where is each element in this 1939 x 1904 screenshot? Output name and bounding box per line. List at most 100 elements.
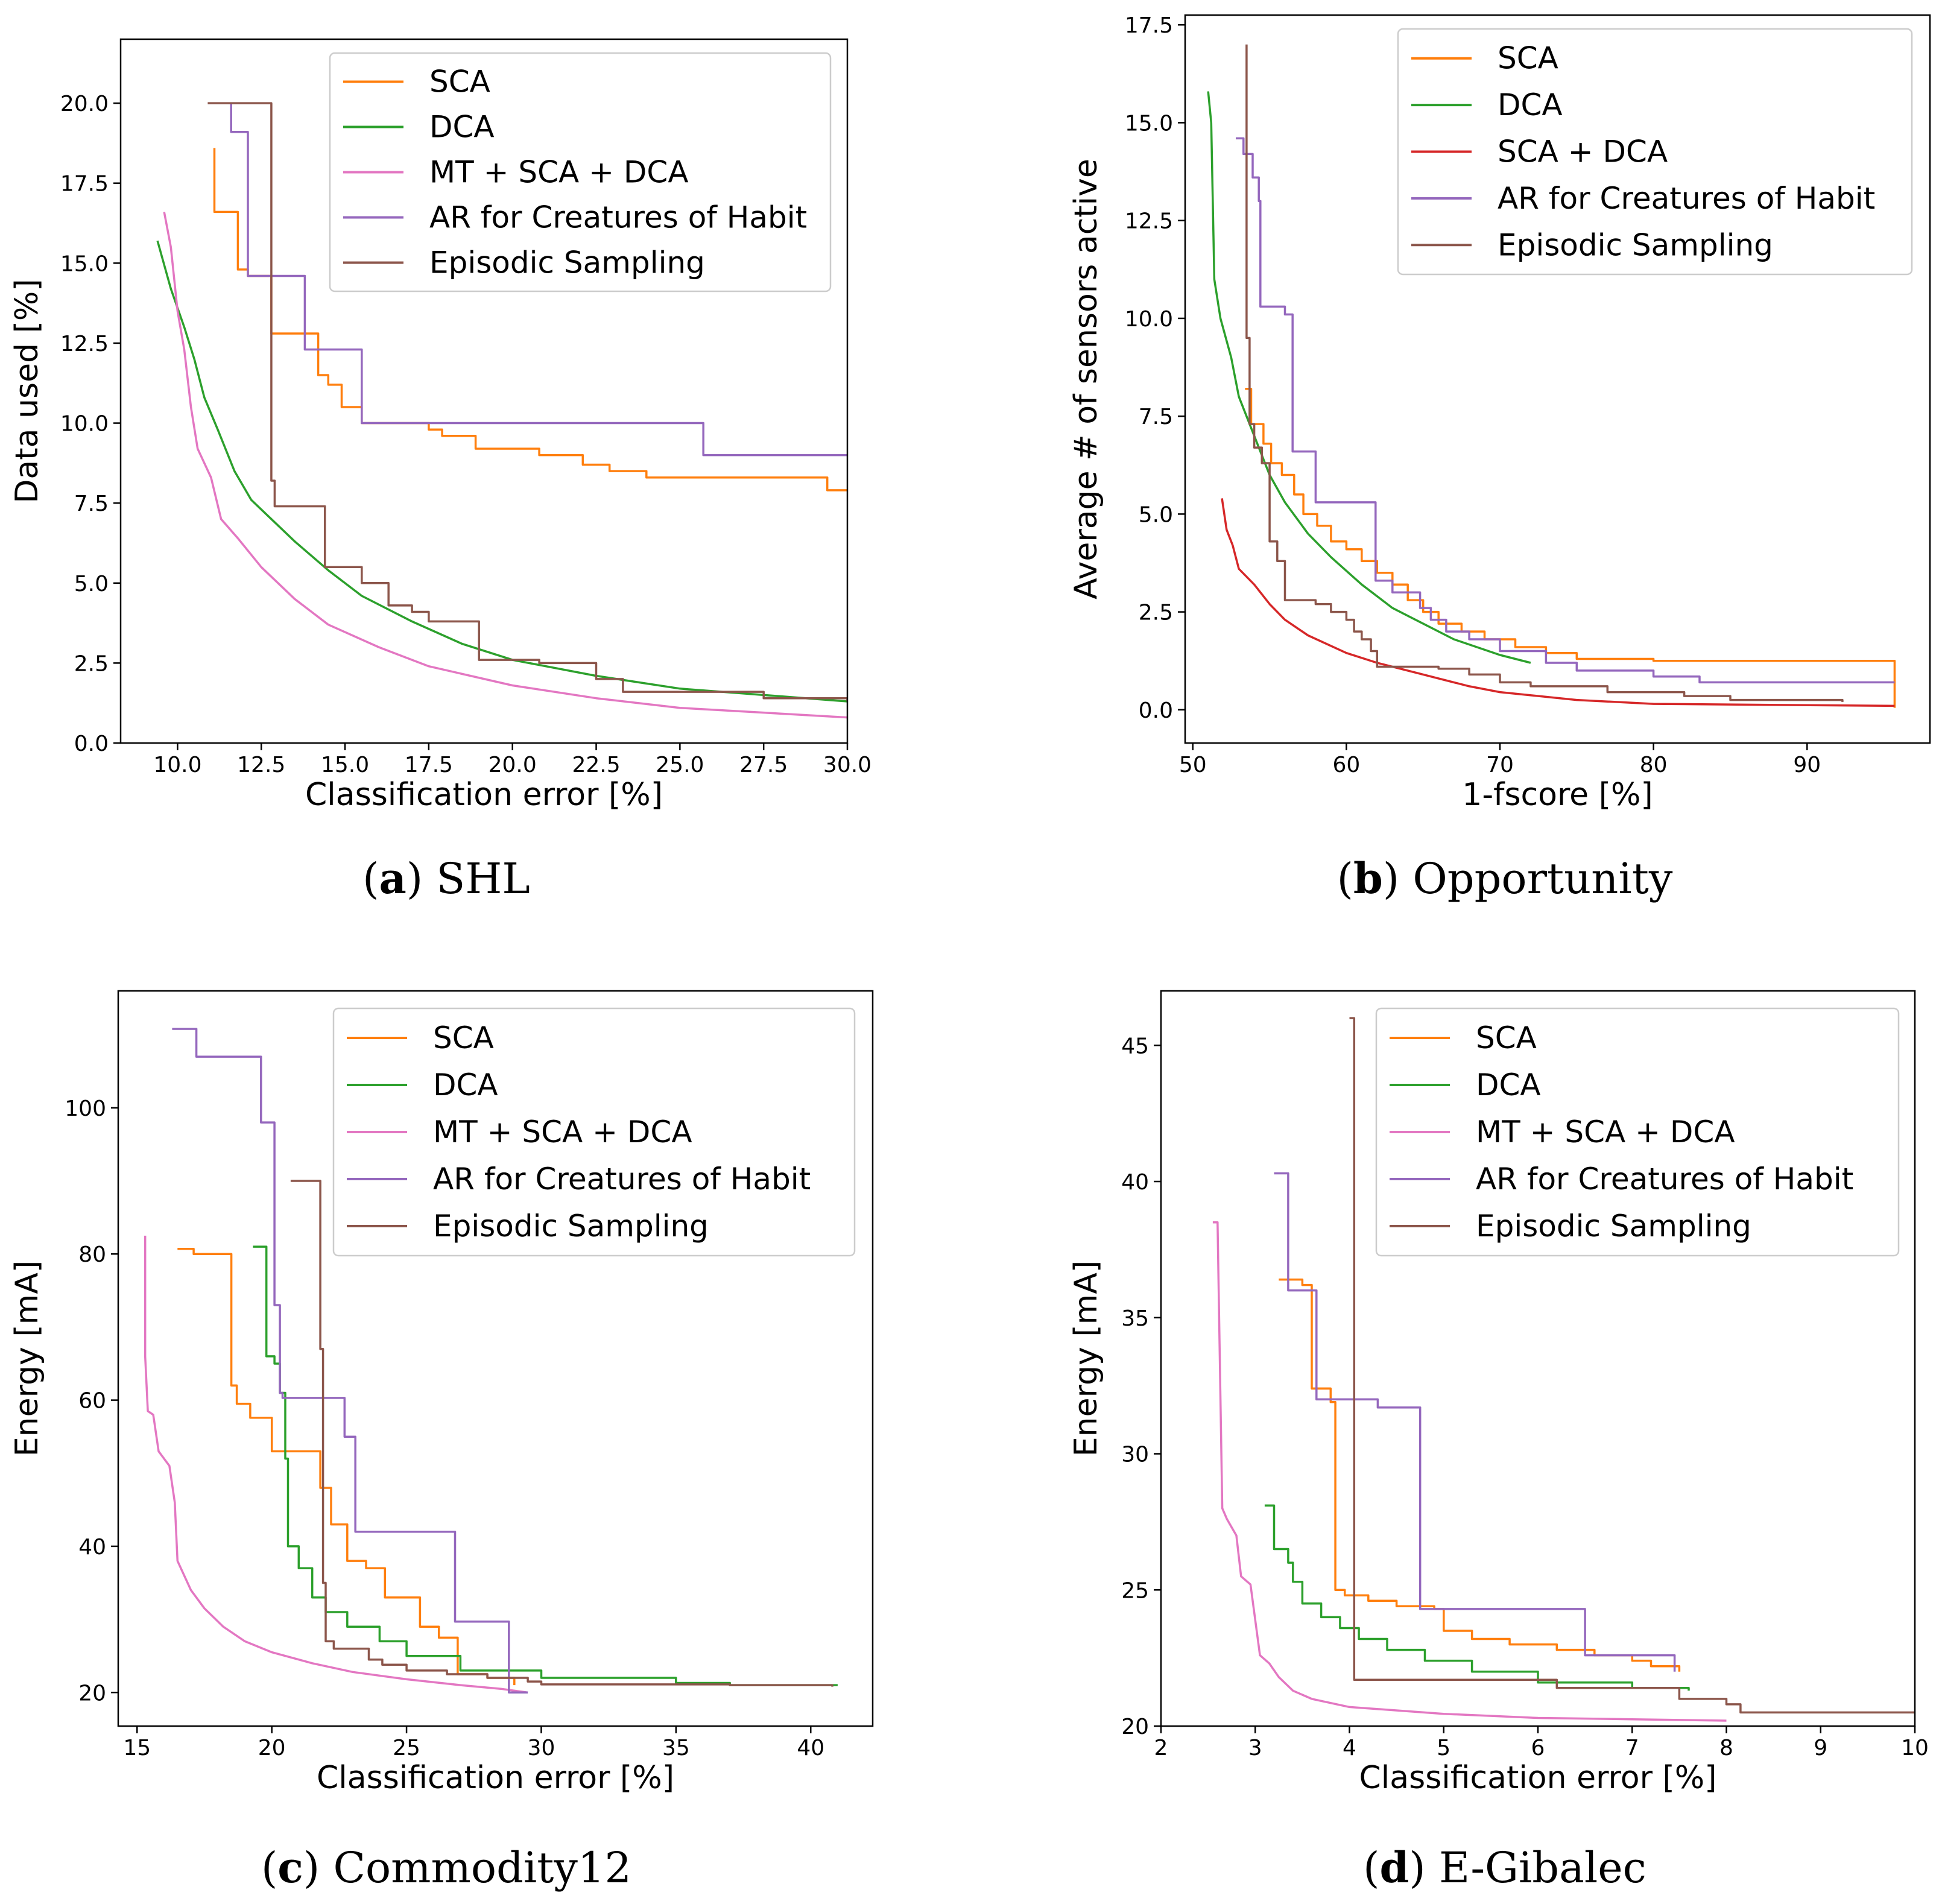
series-line-dca	[1207, 91, 1531, 664]
y-tick-label: 20	[1121, 1715, 1149, 1739]
y-tick-label: 12.5	[1125, 209, 1173, 234]
legend-box	[332, 1007, 856, 1257]
legend-entry-label: AR for Creatures of Habit	[1476, 1162, 1853, 1197]
caption-b: (b) Opportunity	[1336, 853, 1673, 903]
series-line-episodic-sampling	[1245, 44, 1844, 702]
x-tick-label: 20.0	[489, 753, 537, 777]
legend-entry-label: DCA	[1498, 87, 1563, 122]
caption-a-text: SHL	[436, 854, 530, 903]
x-axis-label: Classification error [%]	[317, 1760, 674, 1796]
legend-entry-label: Episodic Sampling	[433, 1209, 709, 1244]
y-tick-label: 7.5	[74, 492, 109, 516]
y-tick-label: 30	[1121, 1443, 1149, 1467]
x-tick-label: 10.0	[153, 753, 201, 777]
legend-box	[1375, 1007, 1900, 1257]
chart-3: 15 20 25 30 35 40 20 40 60 80 100 Classification er…	[9, 990, 874, 1796]
series-line-ar-for-creatures-of-habit	[1274, 1172, 1676, 1672]
x-tick-label: 40	[797, 1736, 824, 1760]
series-line-dca	[156, 240, 847, 703]
x-tick-label: 2	[1154, 1736, 1168, 1760]
series-line-mt-sca-dca	[163, 212, 847, 719]
y-tick-label: 12.5	[60, 332, 109, 356]
series-line-dca	[1264, 1504, 1690, 1691]
axes-frame	[119, 38, 849, 744]
legend-entry-label: MT + SCA + DCA	[433, 1115, 692, 1150]
legend-box	[1397, 28, 1913, 276]
legend-entry-label: DCA	[429, 110, 495, 145]
series-line-sca	[177, 1247, 516, 1686]
legend-entry-label: Episodic Sampling	[429, 245, 705, 280]
series-group	[144, 1028, 838, 1694]
caption-b-letter: b	[1353, 853, 1383, 903]
x-tick-label: 30.0	[823, 753, 871, 777]
y-tick-label: 5.0	[1139, 502, 1173, 527]
series-line-mt-sca-dca	[144, 1235, 528, 1694]
legend: SCA DCA MT + SCA + DCA AR for Creatures of …	[332, 1007, 856, 1257]
series-group	[156, 102, 847, 719]
legend-entry-label: Episodic Sampling	[1498, 227, 1773, 262]
legend: SCA DCA MT + SCA + DCA AR for Creatures of …	[1375, 1007, 1900, 1257]
y-tick-label: 0.0	[1139, 698, 1173, 723]
y-tick-label: 17.5	[1125, 13, 1173, 38]
series-line-episodic-sampling	[1349, 1017, 1915, 1714]
y-tick-label: 15.0	[1125, 111, 1173, 136]
x-tick-label: 27.5	[739, 753, 788, 777]
y-tick-label: 2.5	[74, 651, 109, 676]
x-tick-label: 80	[1640, 753, 1668, 777]
y-tick-label: 100	[65, 1096, 106, 1121]
legend-entry-label: AR for Creatures of Habit	[1498, 181, 1875, 216]
x-tick-label: 5	[1437, 1736, 1450, 1760]
x-tick-label: 50	[1179, 753, 1207, 777]
legend: SCA DCA MT + SCA + DCA AR for Creatures of …	[329, 52, 832, 293]
caption-c-letter: c	[277, 1842, 303, 1893]
axes-frame	[117, 990, 874, 1727]
series-line-sca	[1279, 1278, 1681, 1672]
x-tick-label: 7	[1625, 1736, 1639, 1760]
chart-2: 50 60 70 80 90 0.0 2.5 5.0 7.5 10.0 12.5 15.0 17.5 1-…	[1068, 13, 1931, 813]
x-tick-label: 8	[1719, 1736, 1733, 1760]
axes-frame	[1184, 14, 1931, 744]
x-tick-label: 60	[1332, 753, 1360, 777]
series-group	[1207, 44, 1896, 708]
x-tick-label: 90	[1793, 753, 1821, 777]
x-tick-label: 20	[258, 1736, 286, 1760]
x-tick-label: 10	[1901, 1736, 1929, 1760]
series-group	[1212, 1017, 1915, 1722]
x-tick-label: 30	[528, 1736, 555, 1760]
series-line-episodic-sampling	[290, 1180, 833, 1687]
caption-d-letter: d	[1379, 1842, 1409, 1893]
x-axis-label: 1-fscore [%]	[1462, 777, 1653, 813]
legend-box	[329, 52, 832, 293]
caption-a-letter: a	[379, 853, 406, 903]
legend-entry-label: MT + SCA + DCA	[1476, 1115, 1735, 1150]
series-line-ar-for-creatures-of-habit	[1236, 137, 1895, 684]
y-tick-label: 10.0	[1125, 307, 1173, 332]
y-tick-label: 40	[78, 1535, 106, 1560]
x-axis-label: Classification error [%]	[305, 777, 663, 813]
y-axis-label: Average # of sensors active	[1068, 159, 1104, 599]
x-axis-label: Classification error [%]	[1359, 1760, 1717, 1796]
legend-entry-label: SCA	[433, 1020, 494, 1055]
y-tick-label: 80	[78, 1242, 106, 1267]
y-axis-label: Data used [%]	[9, 279, 45, 503]
y-tick-label: 20	[78, 1681, 106, 1706]
y-tick-label: 40	[1121, 1170, 1149, 1195]
series-line-dca	[253, 1245, 838, 1686]
y-tick-label: 17.5	[60, 172, 109, 197]
y-tick-label: 45	[1121, 1034, 1149, 1058]
x-tick-label: 17.5	[405, 753, 453, 777]
x-tick-label: 25.0	[656, 753, 704, 777]
x-tick-label: 70	[1486, 753, 1514, 777]
y-tick-label: 20.0	[60, 92, 109, 116]
legend-entry-label: AR for Creatures of Habit	[433, 1162, 811, 1197]
series-line-mt-sca-dca	[1212, 1221, 1727, 1722]
caption-d: (d) E-Gibalec	[1363, 1842, 1646, 1893]
y-tick-label: 10.0	[60, 412, 109, 437]
y-tick-label: 60	[78, 1389, 106, 1414]
x-tick-label: 25	[393, 1736, 420, 1760]
legend-entry-label: SCA	[1476, 1020, 1537, 1055]
legend-entry-label: MT + SCA + DCA	[429, 155, 689, 190]
legend-entry-label: Episodic Sampling	[1476, 1209, 1751, 1244]
legend-entry-label: SCA	[429, 65, 490, 100]
